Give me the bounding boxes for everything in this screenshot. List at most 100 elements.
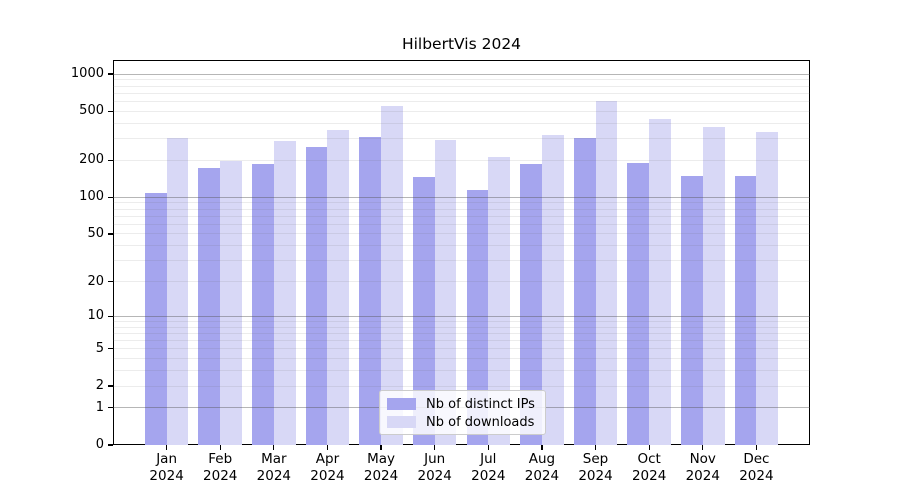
- minor-gridline-8: [113, 326, 810, 328]
- minor-gridline-80: [113, 208, 810, 210]
- y-tick-20: [108, 280, 113, 283]
- x-tick-feb: [219, 445, 221, 450]
- x-tick-dec: [755, 445, 758, 450]
- y-tick-50: [108, 233, 113, 235]
- x-tick-label-jun: Jun 2024: [417, 451, 452, 484]
- y-tick-0: [108, 444, 113, 446]
- y-tick-label-0: 0: [95, 437, 104, 452]
- bar-downloads-jan: [166, 138, 189, 445]
- chart-title: HilbertVis 2024: [401, 35, 522, 53]
- major-gridline-10: [113, 315, 810, 317]
- bar-downloads-may: [381, 105, 403, 445]
- y-tick-label-1: 1: [95, 399, 104, 415]
- minor-gridline-900: [113, 79, 810, 81]
- x-tick-label-jul: Jul 2024: [471, 451, 506, 484]
- minor-gridline-20: [113, 281, 810, 283]
- bar-distinct-ips-sep: [573, 138, 596, 445]
- bar-distinct-ips-dec: [734, 176, 757, 445]
- x-tick-apr: [326, 445, 329, 450]
- x-tick-nov: [702, 445, 704, 450]
- minor-gridline-300: [113, 138, 810, 140]
- y-tick-10: [108, 315, 113, 317]
- x-tick-jan: [165, 445, 168, 450]
- minor-gridline-60: [113, 223, 810, 225]
- bar-downloads-dec: [756, 131, 779, 445]
- x-tick-aug: [541, 445, 543, 450]
- y-tick-500: [108, 110, 113, 112]
- bar-distinct-ips-jun: [412, 176, 435, 445]
- x-tick-label-may: May 2024: [363, 451, 399, 484]
- y-tick-100: [108, 196, 113, 198]
- bar-downloads-sep: [595, 100, 618, 445]
- minor-gridline-30: [113, 260, 810, 262]
- minor-gridline-6: [113, 340, 810, 342]
- x-tick-label-feb: Feb 2024: [203, 451, 238, 484]
- x-tick-label-aug: Aug 2024: [524, 451, 560, 484]
- minor-gridline-70: [113, 215, 810, 217]
- bar-downloads-oct: [649, 118, 671, 445]
- minor-gridline-50: [113, 233, 810, 235]
- major-gridline-100: [113, 196, 810, 198]
- minor-gridline-400: [113, 122, 810, 124]
- y-tick-label-1000: 1000: [70, 66, 104, 82]
- y-tick-1: [108, 407, 113, 409]
- y-tick-label-100: 100: [79, 189, 104, 205]
- legend: Nb of distinct IPs Nb of downloads: [379, 390, 546, 435]
- minor-gridline-9: [113, 320, 810, 322]
- bar-distinct-ips-jan: [144, 193, 167, 445]
- bar-distinct-ips-oct: [627, 162, 650, 445]
- x-tick-jun: [434, 445, 436, 450]
- legend-label-downloads: Nb of downloads: [426, 414, 535, 430]
- x-tick-label-dec: Dec 2024: [739, 451, 774, 484]
- bar-downloads-aug: [541, 134, 564, 445]
- bar-downloads-jul: [488, 157, 511, 445]
- minor-gridline-5: [113, 348, 810, 350]
- legend-swatch-distinct-ips: [387, 398, 416, 410]
- minor-gridline-3: [113, 370, 810, 372]
- bar-distinct-ips-mar: [252, 163, 274, 445]
- y-tick-label-20: 20: [87, 273, 104, 289]
- bar-distinct-ips-nov: [680, 175, 703, 445]
- minor-gridline-200: [113, 159, 810, 161]
- legend-item-downloads: Nb of downloads: [387, 414, 538, 430]
- x-tick-label-oct: Oct 2024: [631, 451, 667, 484]
- bar-downloads-feb: [220, 160, 243, 445]
- y-tick-label-2: 2: [95, 378, 104, 394]
- bar-distinct-ips-may: [359, 136, 382, 445]
- y-tick-label-500: 500: [79, 103, 104, 119]
- x-tick-label-mar: Mar 2024: [256, 451, 292, 484]
- bar-distinct-ips-feb: [198, 168, 221, 445]
- minor-gridline-2: [113, 385, 810, 387]
- minor-gridline-500: [113, 110, 810, 112]
- x-tick-mar: [273, 445, 275, 450]
- x-tick-jul: [487, 445, 489, 450]
- minor-gridline-700: [113, 92, 810, 94]
- minor-gridline-800: [113, 85, 810, 87]
- y-tick-5: [108, 348, 113, 350]
- minor-gridline-4: [113, 358, 810, 360]
- bar-downloads-nov: [702, 126, 725, 445]
- minor-gridline-90: [113, 202, 810, 204]
- bar-downloads-mar: [273, 141, 296, 445]
- major-gridline-1000: [113, 73, 810, 75]
- x-tick-label-jan: Jan 2024: [149, 451, 184, 484]
- bar-distinct-ips-aug: [520, 163, 542, 445]
- bar-downloads-apr: [327, 130, 350, 445]
- y-tick-label-10: 10: [87, 308, 104, 324]
- minor-gridline-600: [113, 100, 810, 102]
- y-tick-label-200: 200: [79, 152, 104, 168]
- x-tick-label-apr: Apr 2024: [310, 451, 345, 484]
- y-tick-200: [108, 159, 113, 161]
- y-tick-2: [108, 385, 113, 387]
- bar-downloads-jun: [434, 139, 457, 445]
- minor-gridline-40: [113, 245, 810, 247]
- x-tick-oct: [648, 445, 650, 450]
- y-tick-1000: [108, 73, 113, 75]
- x-tick-label-sep: Sep 2024: [578, 451, 613, 484]
- x-tick-sep: [594, 445, 597, 450]
- bar-distinct-ips-apr: [305, 146, 328, 445]
- bar-distinct-ips-jul: [466, 190, 489, 445]
- plot-area: [113, 60, 810, 445]
- x-tick-may: [380, 445, 382, 450]
